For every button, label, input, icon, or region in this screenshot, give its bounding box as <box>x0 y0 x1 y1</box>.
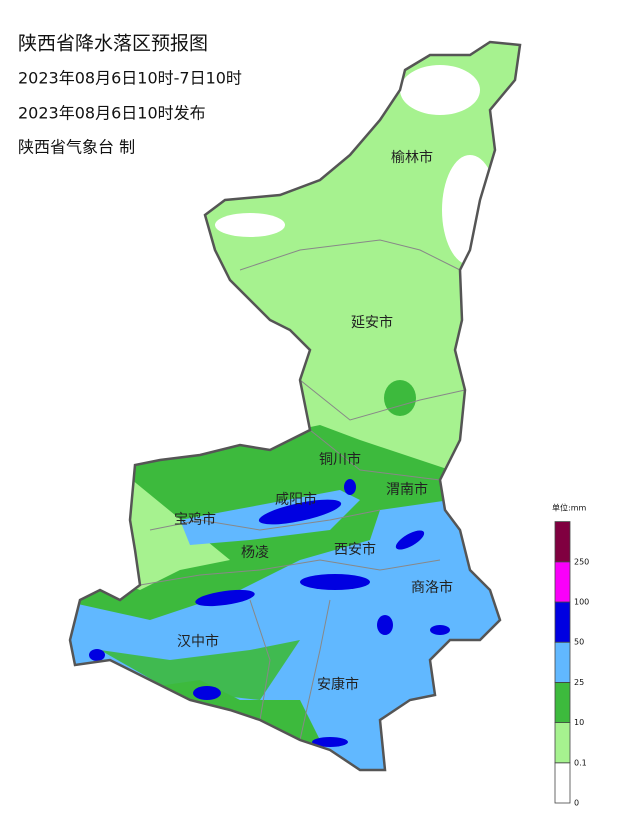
title: 陕西省降水落区预报图 <box>18 33 208 55</box>
legend-swatch <box>554 521 571 563</box>
author: 陕西省气象台 制 <box>18 138 135 157</box>
city-label: 汉中市 <box>177 633 219 650</box>
issued: 2023年08月6日10时发布 <box>18 104 206 123</box>
legend-tick-label: 250 <box>574 557 589 566</box>
city-label: 渭南市 <box>386 481 428 498</box>
legend-tick-label: 50 <box>574 638 584 647</box>
city-label: 杨凌 <box>241 545 269 561</box>
legend-swatch <box>554 762 571 804</box>
city-label: 榆林市 <box>391 149 433 166</box>
city-label: 咸阳市 <box>275 491 317 508</box>
legend-title: 单位:mm <box>552 503 586 513</box>
city-label: 延安市 <box>351 314 393 331</box>
period: 2023年08月6日10时-7日10时 <box>18 69 242 88</box>
city-label: 安康市 <box>317 676 359 693</box>
legend-tick-label: 0 <box>574 799 579 808</box>
city-label: 铜川市 <box>319 451 361 468</box>
legend: 单位:mm 0 0.1 10 25 50 100 250 <box>552 503 589 808</box>
city-label: 西安市 <box>334 541 376 558</box>
legend-swatch <box>554 722 571 764</box>
legend-swatch <box>554 601 571 643</box>
legend-tick-label: 0.1 <box>574 758 587 767</box>
legend-tick-label: 100 <box>574 598 589 607</box>
legend-tick-label: 10 <box>574 718 584 727</box>
legend-swatch <box>554 682 571 724</box>
city-label: 商洛市 <box>411 579 453 596</box>
city-label: 宝鸡市 <box>174 511 216 528</box>
legend-swatch <box>554 561 571 603</box>
legend-tick-label: 25 <box>574 678 584 687</box>
district-borders <box>139 239 466 741</box>
legend-swatch <box>554 641 571 683</box>
